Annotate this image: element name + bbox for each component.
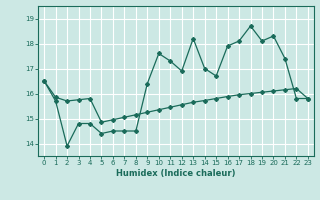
X-axis label: Humidex (Indice chaleur): Humidex (Indice chaleur) bbox=[116, 169, 236, 178]
